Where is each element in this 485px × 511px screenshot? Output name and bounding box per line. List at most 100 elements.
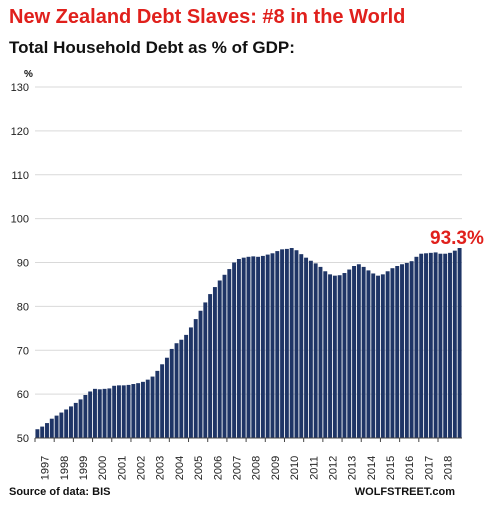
y-axis-label: % <box>24 69 33 80</box>
bar <box>337 275 342 438</box>
bar <box>121 385 126 438</box>
bar <box>438 253 443 438</box>
bar <box>59 412 64 438</box>
chart-title: New Zealand Debt Slaves: #8 in the World <box>9 6 406 28</box>
bar <box>342 273 347 438</box>
bar <box>419 253 424 438</box>
bar <box>112 385 117 438</box>
bar <box>69 406 73 438</box>
bar <box>395 266 400 438</box>
x-tick-label: 2001 <box>116 456 128 480</box>
bar <box>83 395 88 438</box>
x-tick-label: 2013 <box>347 456 359 480</box>
bar <box>380 274 385 438</box>
bar <box>64 409 69 438</box>
bar <box>179 339 184 438</box>
bar <box>390 268 395 438</box>
site-credit: WOLFSTREET.com <box>354 486 455 498</box>
bar <box>361 266 366 438</box>
bar <box>289 248 294 438</box>
chart-subtitle: Total Household Debt as % of GDP: <box>9 38 295 57</box>
bar <box>160 364 165 438</box>
bar <box>284 248 289 438</box>
x-tick-label: 2003 <box>155 456 167 480</box>
bar <box>352 266 357 438</box>
bar <box>308 260 313 438</box>
x-tick-label: 2008 <box>251 456 263 480</box>
bar <box>457 248 462 438</box>
bar <box>169 348 174 438</box>
bar <box>318 266 323 438</box>
bar <box>136 383 141 438</box>
bars <box>35 248 462 438</box>
bar <box>40 426 45 438</box>
bar <box>294 250 299 438</box>
bar <box>385 271 390 438</box>
x-tick-label: 2012 <box>327 456 339 480</box>
bar <box>150 376 155 438</box>
bar <box>198 310 203 438</box>
x-tick-label: 2004 <box>174 456 186 480</box>
y-tick-label: 70 <box>17 345 29 357</box>
bar <box>174 343 179 438</box>
bar <box>443 253 448 438</box>
bar <box>203 302 208 438</box>
bar <box>78 399 83 438</box>
bar <box>424 253 428 438</box>
bar <box>88 391 93 438</box>
x-tick-label: 2017 <box>423 456 435 480</box>
bar <box>97 389 102 438</box>
bar <box>256 256 261 438</box>
bar <box>376 275 380 438</box>
x-tick-label: 1997 <box>40 456 52 480</box>
y-tick-label: 110 <box>11 170 29 182</box>
bar <box>236 258 241 438</box>
bar <box>35 429 40 438</box>
bar <box>448 252 452 438</box>
x-tick-label: 2009 <box>270 456 282 480</box>
bar <box>107 388 112 438</box>
bar <box>251 256 256 438</box>
x-tick-label: 1999 <box>78 456 90 480</box>
bar <box>409 261 414 438</box>
x-tick-label: 2010 <box>289 456 301 480</box>
bar <box>366 270 371 438</box>
bar <box>212 287 217 438</box>
y-tick-label: 80 <box>17 301 29 313</box>
bar <box>222 274 227 438</box>
bar <box>265 254 270 438</box>
x-tick-label: 2011 <box>308 456 320 480</box>
bar <box>371 273 376 438</box>
bar <box>232 262 237 438</box>
bar <box>164 357 169 438</box>
x-tick-label: 2015 <box>385 456 397 480</box>
bar <box>140 381 145 438</box>
bar <box>299 254 304 438</box>
bar <box>93 388 97 438</box>
bar <box>155 370 160 438</box>
bar <box>208 294 213 438</box>
bar <box>54 415 59 438</box>
bar <box>323 271 328 438</box>
bar <box>145 379 150 438</box>
bar <box>400 264 404 438</box>
bar <box>241 257 246 438</box>
axes: 50 60 70 80 90 100 110 120 130 1997 1998 1999 2000 20… <box>11 82 462 480</box>
bar <box>102 388 107 438</box>
bar <box>414 256 419 438</box>
source-note: Source of data: BIS <box>9 486 111 498</box>
x-tick-label: 2005 <box>193 456 205 480</box>
y-tick-label: 130 <box>11 82 29 94</box>
bar <box>184 334 189 438</box>
y-tick-label: 50 <box>17 433 29 445</box>
bar <box>73 402 78 438</box>
x-tick-label: 1998 <box>59 456 71 480</box>
bar <box>116 385 121 438</box>
x-tick-label: 2014 <box>366 456 378 480</box>
bar <box>428 252 433 438</box>
bar <box>452 250 457 438</box>
x-tick-label: 2007 <box>232 456 244 480</box>
bar <box>193 319 198 438</box>
